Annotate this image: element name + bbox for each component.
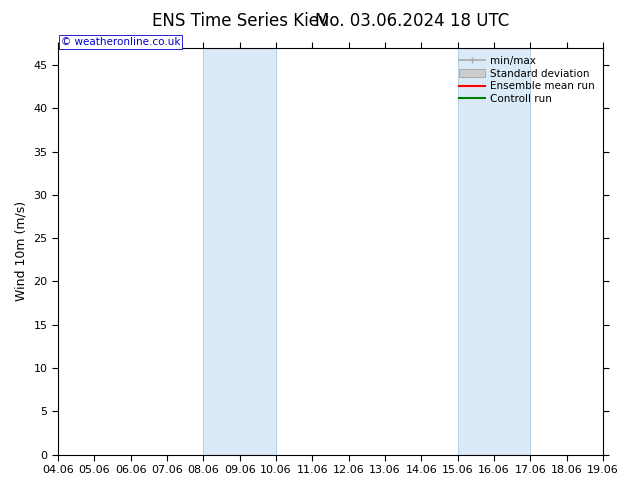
Y-axis label: Wind 10m (m/s): Wind 10m (m/s): [15, 201, 28, 301]
Bar: [204, 48, 276, 455]
Bar: [458, 48, 531, 455]
Legend: min/max, Standard deviation, Ensemble mean run, Controll run: min/max, Standard deviation, Ensemble me…: [456, 53, 598, 107]
Text: © weatheronline.co.uk: © weatheronline.co.uk: [61, 37, 180, 47]
Text: ENS Time Series Kiev: ENS Time Series Kiev: [153, 12, 329, 30]
Text: Mo. 03.06.2024 18 UTC: Mo. 03.06.2024 18 UTC: [315, 12, 509, 30]
